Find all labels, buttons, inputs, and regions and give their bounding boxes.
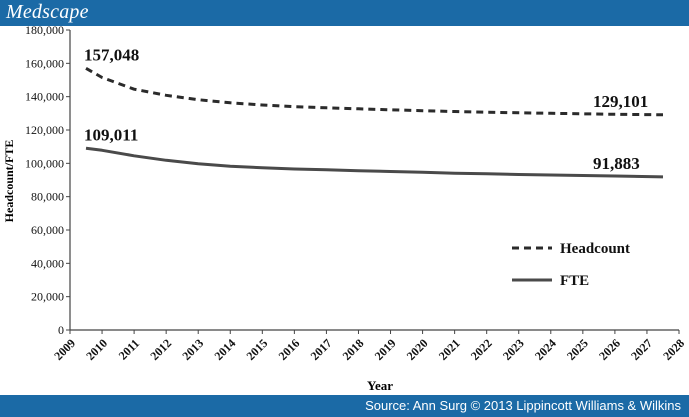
y-axis-label: Headcount/FTE xyxy=(2,140,16,223)
y-tick-label: 160,000 xyxy=(25,56,64,70)
x-tick-label: 2013 xyxy=(179,336,206,363)
legend-label-headcount: Headcount xyxy=(560,241,630,257)
x-tick-label: 2015 xyxy=(244,336,271,363)
x-tick-label: 2010 xyxy=(83,336,110,363)
chart-legend: Headcount FTE xyxy=(512,241,630,289)
series-line-headcount xyxy=(85,66,664,117)
x-tick-label: 2027 xyxy=(628,336,655,363)
x-tick-label: 2024 xyxy=(532,336,559,363)
x-tick-label: 2017 xyxy=(308,336,335,363)
x-tick-label: 2021 xyxy=(436,336,463,363)
line-chart: 0 20,000 40,000 60,000 80,000 100,000 120,000 1… xyxy=(2,26,687,393)
x-tick-label: 2020 xyxy=(404,336,431,363)
y-axis-ticks: 0 20,000 40,000 60,000 80,000 100,000 120,000 1… xyxy=(25,26,70,337)
x-tick-label: 2009 xyxy=(51,336,78,363)
legend-label-fte: FTE xyxy=(560,273,589,289)
y-tick-label: 40,000 xyxy=(31,256,64,270)
data-annotations: 157,048 129,101 109,011 91,883 xyxy=(84,45,648,173)
y-tick-label: 180,000 xyxy=(25,26,64,37)
x-tick-label: 2018 xyxy=(340,336,367,363)
x-tick-label: 2011 xyxy=(116,336,142,362)
header-bar: Medscape xyxy=(0,0,689,26)
y-tick-label: 0 xyxy=(58,323,64,337)
x-axis-ticks: 2009 2010 2011 2012 2013 2014 2015 2016 2017 2018… xyxy=(51,330,687,363)
y-tick-label: 80,000 xyxy=(31,190,64,204)
data-label: 129,101 xyxy=(593,92,648,111)
x-tick-label: 2028 xyxy=(660,336,687,363)
x-tick-label: 2019 xyxy=(372,336,399,363)
footer-bar: Source: Ann Surg © 2013 Lippincott Willi… xyxy=(0,395,689,417)
data-label: 157,048 xyxy=(84,45,139,64)
x-tick-label: 2016 xyxy=(276,336,303,363)
x-tick-label: 2025 xyxy=(564,336,591,363)
source-citation: Source: Ann Surg © 2013 Lippincott Willi… xyxy=(365,398,681,413)
series-lines xyxy=(85,66,664,179)
y-tick-label: 60,000 xyxy=(31,223,64,237)
x-tick-label: 2023 xyxy=(500,336,527,363)
x-tick-label: 2014 xyxy=(211,336,238,363)
data-label: 109,011 xyxy=(84,125,138,144)
y-tick-label: 20,000 xyxy=(31,290,64,304)
y-tick-label: 120,000 xyxy=(25,123,64,137)
brand-logo: Medscape xyxy=(6,1,89,23)
x-tick-label: 2012 xyxy=(147,336,174,363)
chart-axes xyxy=(69,30,679,331)
x-axis-label: Year xyxy=(367,378,393,393)
x-tick-label: 2026 xyxy=(596,336,623,363)
y-tick-label: 100,000 xyxy=(25,156,64,170)
y-tick-label: 140,000 xyxy=(25,90,64,104)
data-label: 91,883 xyxy=(593,154,640,173)
x-tick-label: 2022 xyxy=(468,336,495,363)
series-line-fte xyxy=(85,146,664,179)
